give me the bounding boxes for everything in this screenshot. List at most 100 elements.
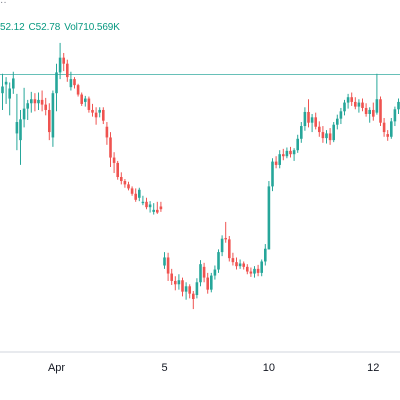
candle: [336, 114, 339, 130]
candle-body: [336, 118, 339, 125]
candle: [271, 158, 274, 192]
candles-layer: [1, 42, 400, 310]
candle-body: [134, 193, 137, 200]
candle: [350, 92, 353, 106]
candle-body: [393, 109, 397, 122]
candle-body: [166, 257, 170, 274]
candle: [22, 87, 26, 128]
candle-body: [249, 271, 253, 274]
candle-body: [390, 121, 393, 137]
candle: [238, 259, 242, 269]
candle-body: [397, 101, 400, 110]
candle: [202, 262, 206, 283]
candle: [343, 99, 346, 116]
legend-top-fragment: ··: [0, 0, 7, 8]
candle: [224, 221, 227, 243]
x-tick-label: 5: [161, 362, 167, 374]
candle: [145, 197, 148, 210]
candle: [382, 118, 386, 137]
candle: [37, 92, 40, 110]
candle: [253, 266, 256, 278]
candle-body: [210, 275, 213, 290]
candle: [69, 71, 73, 91]
candle: [368, 107, 371, 123]
candle: [364, 103, 368, 117]
candle: [361, 98, 364, 112]
candle: [120, 172, 123, 185]
candle-body: [314, 117, 317, 127]
candle: [159, 201, 163, 212]
candle: [116, 160, 119, 180]
candle: [228, 236, 231, 262]
candle-body: [285, 150, 289, 157]
candle-body: [19, 119, 22, 141]
candle: [15, 93, 19, 151]
candle-body: [51, 93, 55, 138]
candle-body: [310, 117, 314, 123]
candle: [278, 150, 281, 169]
candle: [310, 113, 314, 133]
candle: [156, 201, 159, 214]
candle-body: [188, 286, 191, 294]
candle: [296, 134, 299, 153]
candle: [33, 93, 37, 112]
candle-body: [368, 109, 371, 114]
candle: [30, 91, 33, 113]
candle-body: [181, 280, 184, 292]
candle-body: [138, 189, 141, 198]
candle-body: [242, 263, 245, 267]
candle-body: [217, 252, 220, 270]
candle-body: [62, 57, 65, 64]
candle: [66, 59, 69, 82]
candle-body: [80, 94, 83, 104]
candle: [51, 90, 55, 147]
candle-body: [73, 79, 76, 86]
candle-body: [224, 238, 227, 240]
legend-high-value: 52.12: [0, 22, 25, 33]
candle-body: [292, 150, 296, 155]
candle-body: [30, 99, 33, 104]
candle-body: [354, 101, 357, 107]
candle-body: [339, 111, 343, 119]
candle-body: [98, 109, 101, 113]
x-tick-label: Apr: [48, 362, 65, 374]
candle-body: [1, 86, 4, 94]
candle-body: [195, 282, 199, 296]
candle: [166, 252, 170, 281]
candle-body: [231, 258, 235, 263]
legend-volume-label: Vol: [64, 22, 78, 33]
candle: [184, 282, 188, 300]
candle: [231, 252, 235, 266]
candle-body: [120, 177, 123, 182]
candle-body: [127, 184, 130, 189]
candle-body: [163, 257, 166, 266]
candle-body: [123, 181, 127, 185]
candle-body: [260, 261, 263, 273]
candle-body: [159, 206, 163, 210]
candle: [220, 235, 224, 257]
candle: [170, 268, 173, 285]
candle-body: [22, 108, 26, 120]
candle-body: [296, 138, 299, 151]
x-axis-tick-labels: Apr 5 10 12: [48, 362, 379, 374]
candle-body: [375, 99, 379, 113]
candle-body: [318, 126, 321, 133]
candle: [4, 77, 8, 104]
candle: [246, 264, 249, 275]
candle: [130, 186, 134, 196]
candle-body: [202, 266, 206, 278]
candle: [217, 249, 220, 273]
candle-body: [206, 277, 209, 290]
candle: [188, 284, 191, 299]
candle: [285, 147, 289, 159]
candle-body: [37, 99, 40, 104]
candle-body: [76, 85, 80, 95]
candle: [12, 71, 15, 94]
candle: [58, 42, 62, 80]
candle-body: [238, 263, 242, 267]
candle-body: [26, 103, 29, 109]
candle: [109, 132, 112, 167]
candle-body: [44, 104, 47, 110]
candle-body: [267, 186, 271, 250]
